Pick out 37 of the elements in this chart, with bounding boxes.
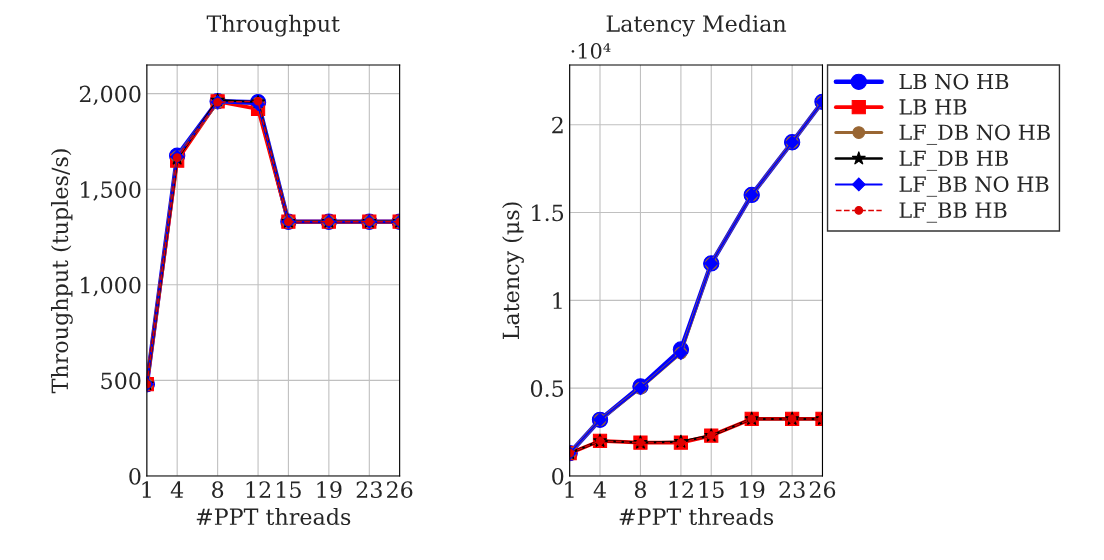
x-tick-label: 4 — [593, 481, 606, 498]
y-tick-label: 1 — [553, 292, 562, 309]
x-tick-label: 19 — [317, 481, 342, 499]
x-axis-title: #PPT threads — [196, 507, 351, 526]
x-tick-label: 19 — [740, 481, 765, 499]
x-axis-title: #PPT threads — [619, 507, 774, 526]
legend-label: LF_BB HB — [899, 202, 1007, 223]
legend-label: LB NO HB — [899, 73, 1009, 90]
x-tick-label: 12 — [669, 481, 693, 498]
y-tick-label: 0 — [129, 467, 141, 485]
legend-label: LB HB — [899, 99, 967, 115]
chart-title: Latency Median — [606, 14, 787, 37]
legend-label: LF_BB NO HB — [899, 176, 1049, 197]
x-tick-label: 8 — [212, 481, 224, 499]
y-tick-label: 0 — [552, 467, 564, 485]
legend-label: LF_DB NO HB — [899, 124, 1050, 145]
y-tick-label: 1.5 — [532, 204, 564, 222]
chart-title: Throughput — [206, 14, 340, 37]
x-tick-label: 26 — [809, 481, 836, 499]
x-tick-label: 23 — [356, 481, 382, 499]
x-tick-label: 8 — [634, 481, 647, 499]
y-tick-label: 1,000 — [81, 276, 141, 297]
x-tick-label: 23 — [779, 481, 805, 499]
y-tick-label: 0.5 — [530, 380, 564, 397]
legend-label: LF_DB HB — [899, 150, 1008, 171]
x-tick-label: 15 — [276, 481, 301, 499]
y-tick-label: 500 — [101, 372, 141, 390]
x-tick-label: 4 — [170, 481, 184, 498]
y-tick-label: 1,500 — [81, 181, 141, 201]
text: ·10⁴ — [571, 43, 611, 59]
y-tick-label: 2 — [552, 116, 563, 134]
y-tick-label: 2,000 — [79, 85, 141, 106]
y-axis-title: Throughput (tuples/s) — [50, 149, 73, 394]
x-tick-label: 15 — [699, 481, 724, 499]
y-axis-title: Latency (μs) — [502, 202, 524, 340]
x-tick-label: 12 — [246, 481, 271, 498]
x-tick-label: 26 — [387, 481, 413, 499]
